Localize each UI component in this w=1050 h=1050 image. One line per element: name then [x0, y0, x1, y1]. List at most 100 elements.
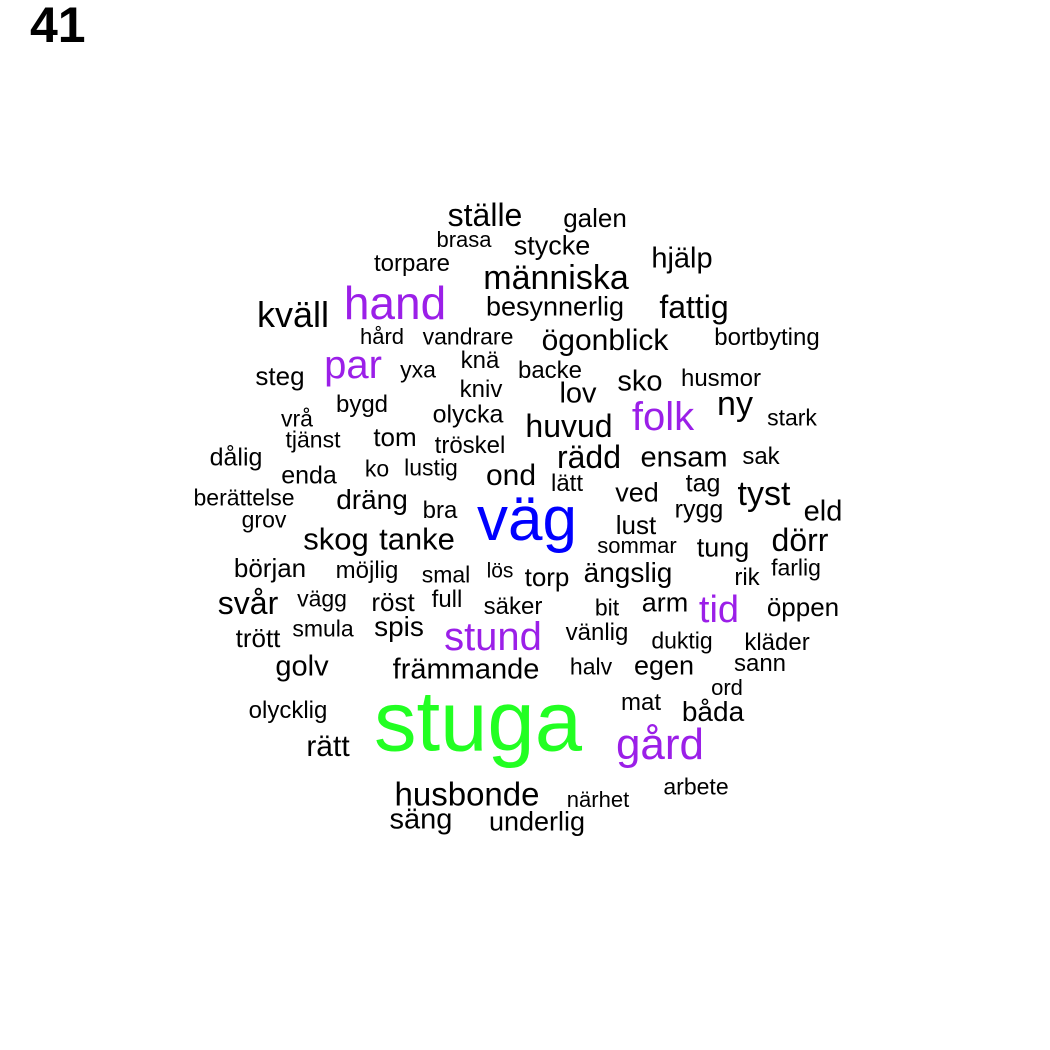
cloud-word: tid	[698, 589, 740, 631]
cloud-word: berättelse	[193, 484, 295, 511]
cloud-word: smula	[292, 615, 354, 642]
cloud-word: bit	[594, 594, 620, 621]
cloud-word: par	[324, 343, 382, 387]
cloud-word: olycka	[432, 400, 504, 429]
cloud-word: ängslig	[583, 557, 673, 588]
cloud-word: ond	[485, 459, 537, 492]
cloud-word: lov	[559, 377, 597, 410]
cloud-word: torpare	[373, 250, 451, 277]
cloud-word: svår	[217, 585, 279, 621]
cloud-word: hård	[359, 324, 405, 349]
cloud-word: duktig	[651, 627, 713, 654]
cloud-word: golv	[275, 650, 329, 683]
cloud-word: besynnerlig	[485, 291, 625, 322]
cloud-word: säng	[389, 803, 453, 836]
cloud-word: båda	[681, 696, 745, 727]
cloud-word: ensam	[640, 441, 728, 474]
cloud-word: lös	[486, 559, 514, 583]
cloud-word: lätt	[550, 470, 584, 497]
cloud-word: olycklig	[248, 697, 328, 724]
cloud-word: stark	[767, 404, 817, 431]
cloud-word: öppen	[766, 592, 840, 622]
cloud-word: egen	[633, 650, 695, 681]
cloud-word: gård	[615, 720, 705, 769]
cloud-word: arbete	[663, 773, 729, 800]
cloud-word: grov	[241, 506, 287, 533]
cloud-word: underlig	[488, 806, 586, 837]
cloud-word: husmor	[680, 365, 762, 392]
cloud-word: tröskel	[434, 432, 506, 459]
cloud-word: kläder	[744, 629, 810, 656]
cloud-word: bortbyting	[714, 324, 820, 351]
page-number: 41	[30, 0, 86, 53]
cloud-word: tung	[696, 532, 750, 563]
cloud-word: lust	[615, 510, 657, 540]
cloud-word: vandrare	[422, 323, 514, 350]
cloud-word: stuga	[374, 674, 582, 770]
cloud-word: husbonde	[394, 775, 540, 813]
cloud-word: ord	[711, 675, 743, 700]
cloud-word: stund	[444, 615, 542, 659]
cloud-word: skog	[303, 521, 369, 557]
cloud-word: sak	[742, 443, 780, 470]
cloud-word: ögonblick	[541, 324, 669, 357]
cloud-word: tyst	[737, 475, 791, 513]
cloud-word: tom	[373, 422, 417, 452]
cloud-word: röst	[371, 587, 415, 617]
cloud-word: stycke	[513, 230, 591, 261]
cloud-word: lustig	[404, 454, 458, 481]
cloud-word: folk	[631, 395, 695, 439]
cloud-word: väg	[477, 485, 577, 554]
cloud-word: knä	[460, 347, 500, 374]
cloud-word: eld	[803, 495, 843, 528]
cloud-word: ko	[364, 455, 390, 482]
cloud-word: kniv	[459, 376, 503, 403]
cloud-word: början	[233, 553, 307, 583]
cloud-word: tanke	[379, 521, 455, 557]
cloud-word: säker	[483, 593, 543, 620]
cloud-word: fattig	[659, 289, 729, 325]
cloud-word: människa	[483, 259, 629, 297]
cloud-word: tag	[685, 469, 721, 498]
cloud-word: hjälp	[651, 242, 713, 275]
cloud-word: arm	[641, 587, 689, 618]
cloud-word: rik	[734, 564, 760, 591]
cloud-word: enda	[281, 461, 337, 490]
cloud-word: rygg	[674, 495, 724, 524]
cloud-word: rädd	[556, 439, 622, 475]
cloud-word: kväll	[256, 294, 330, 335]
cloud-word: dörr	[771, 522, 829, 558]
cloud-word: sko	[617, 365, 663, 398]
cloud-word: dålig	[209, 443, 263, 472]
cloud-word: sommar	[597, 533, 677, 558]
cloud-word: trött	[235, 623, 281, 653]
cloud-word: dräng	[336, 484, 408, 515]
cloud-word: spis	[374, 611, 424, 642]
cloud-word: vrå	[281, 405, 313, 432]
cloud-word: mat	[620, 689, 662, 716]
cloud-word: vägg	[297, 585, 347, 612]
cloud-word: främmande	[392, 653, 540, 686]
cloud-word: hand	[343, 277, 447, 329]
cloud-word: halv	[569, 653, 613, 680]
cloud-word: ny	[717, 385, 753, 423]
cloud-word: vänlig	[565, 619, 629, 646]
cloud-word: torp	[524, 562, 570, 592]
cloud-word: möjlig	[335, 557, 399, 584]
cloud-word: bra	[422, 497, 458, 524]
cloud-word: sann	[733, 650, 787, 677]
cloud-word: bygd	[335, 391, 389, 418]
cloud-word: rätt	[306, 730, 350, 763]
cloud-word: yxa	[400, 356, 436, 383]
cloud-word: huvud	[525, 408, 613, 444]
cloud-word: galen	[563, 203, 627, 233]
cloud-word: smal	[421, 561, 471, 588]
cloud-word: steg	[255, 361, 305, 391]
cloud-word: tjänst	[285, 426, 341, 453]
cloud-word: backe	[517, 357, 583, 384]
cloud-word: full	[431, 586, 463, 613]
cloud-word: ved	[615, 477, 659, 508]
cloud-word: brasa	[436, 227, 492, 252]
cloud-word: ställe	[447, 197, 523, 233]
